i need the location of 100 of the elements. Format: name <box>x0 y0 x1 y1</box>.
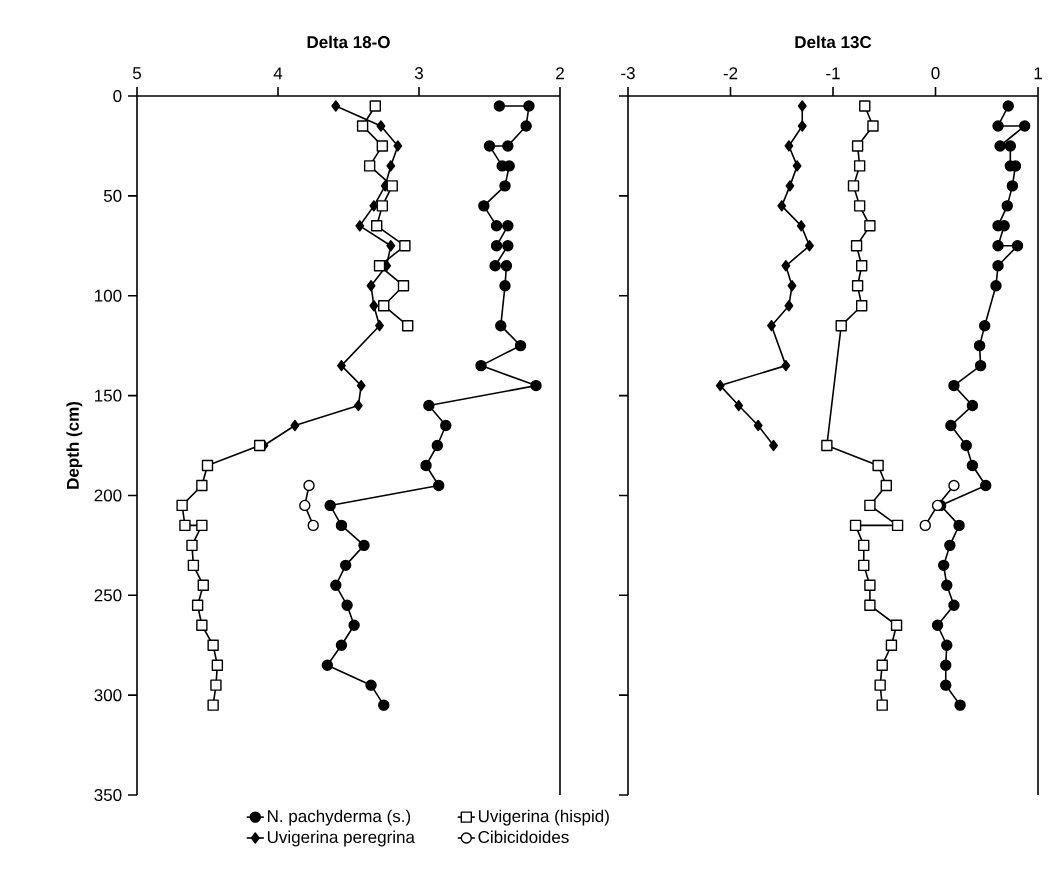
point <box>940 679 952 691</box>
point <box>1018 120 1031 132</box>
point <box>358 539 370 552</box>
point <box>493 100 506 112</box>
point <box>386 240 396 252</box>
x-tick-label: 2 <box>556 67 564 80</box>
point <box>191 599 204 611</box>
point <box>1001 200 1013 212</box>
point <box>373 260 386 272</box>
x-tick-label: -2 <box>723 67 738 80</box>
point <box>867 120 879 132</box>
point <box>303 479 315 492</box>
point <box>859 100 871 112</box>
legend-label: Uvigerina (hispid) <box>478 809 609 826</box>
point <box>853 160 866 172</box>
point <box>179 519 191 532</box>
point <box>514 339 527 352</box>
point <box>475 359 487 372</box>
point <box>339 559 352 572</box>
point <box>853 200 866 212</box>
point <box>858 559 870 572</box>
point <box>781 359 791 372</box>
point <box>423 399 435 412</box>
point <box>433 479 445 492</box>
point <box>941 639 953 651</box>
point <box>948 379 960 392</box>
point <box>797 120 807 132</box>
point <box>856 260 868 272</box>
point <box>919 519 931 532</box>
point <box>499 280 511 292</box>
point <box>874 679 886 691</box>
y-tick-label: 300 <box>94 689 122 702</box>
point <box>931 619 944 631</box>
point <box>307 519 319 532</box>
point <box>502 220 514 232</box>
point <box>324 499 336 512</box>
point <box>851 280 864 292</box>
point <box>804 240 814 252</box>
point <box>849 519 862 532</box>
point <box>176 499 188 512</box>
point <box>348 619 360 631</box>
point <box>885 639 898 651</box>
point <box>399 240 411 252</box>
y-tick-label: 50 <box>103 189 122 202</box>
point <box>796 220 806 232</box>
y-axis-title: Depth (cm) <box>66 401 83 489</box>
point <box>341 599 353 611</box>
point <box>378 300 390 312</box>
point <box>530 379 542 392</box>
x-tick-label: 5 <box>132 67 141 80</box>
point <box>944 539 956 552</box>
point <box>211 659 224 671</box>
x-tick-label: -3 <box>621 67 635 80</box>
point <box>792 160 802 172</box>
point <box>369 300 379 312</box>
point <box>948 479 960 492</box>
point <box>186 539 198 552</box>
point <box>356 379 366 392</box>
point <box>938 559 950 572</box>
point <box>966 459 979 472</box>
point <box>734 399 744 412</box>
point <box>858 539 870 552</box>
point <box>994 140 1006 152</box>
point <box>1006 180 1019 192</box>
point <box>490 240 503 252</box>
point <box>797 100 807 112</box>
point <box>784 300 794 312</box>
point <box>851 140 864 152</box>
point <box>876 699 888 711</box>
x-tick-label: 0 <box>931 67 940 80</box>
point <box>187 559 200 572</box>
point <box>835 319 847 332</box>
point <box>356 120 369 132</box>
point <box>363 160 376 172</box>
point <box>992 260 1004 272</box>
point <box>785 180 795 192</box>
point <box>355 220 365 232</box>
point <box>940 659 952 671</box>
point <box>891 519 904 532</box>
point <box>376 140 389 152</box>
point <box>784 140 794 152</box>
point <box>431 439 444 452</box>
point <box>715 379 725 392</box>
point <box>290 419 300 432</box>
point <box>953 519 965 532</box>
y-tick-label: 150 <box>95 389 122 402</box>
y-tick-label: 200 <box>94 489 122 502</box>
point <box>376 120 386 132</box>
point <box>378 699 390 711</box>
point <box>331 100 341 112</box>
point <box>490 220 503 232</box>
legend-label: Uvigerina peregrina <box>267 830 415 847</box>
point <box>196 479 208 492</box>
point <box>941 579 953 592</box>
x-tick-label: 4 <box>273 67 283 80</box>
point <box>420 459 432 472</box>
y-tick-label: 100 <box>95 289 122 302</box>
point <box>948 599 960 611</box>
point <box>979 319 991 332</box>
point <box>990 280 1002 292</box>
